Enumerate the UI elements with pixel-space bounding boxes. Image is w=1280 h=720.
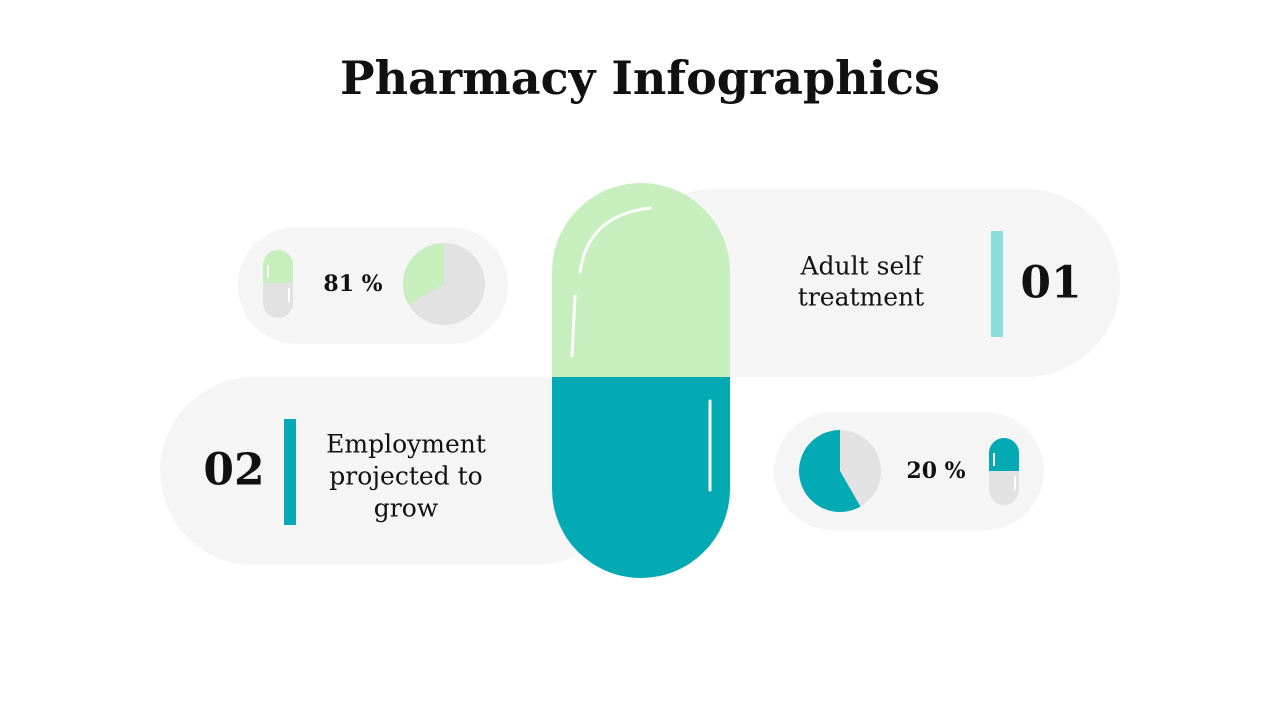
item-label: grow bbox=[374, 494, 439, 523]
mini-capsule-top bbox=[263, 250, 293, 283]
item-label: treatment bbox=[798, 283, 924, 312]
panel-02 bbox=[160, 377, 630, 565]
mini-capsule-top bbox=[989, 438, 1019, 471]
pie-slice bbox=[403, 243, 444, 305]
title: Pharmacy Infographics bbox=[340, 51, 940, 105]
item-label: projected to bbox=[329, 462, 482, 491]
capsule-bottom bbox=[552, 377, 730, 578]
item-label: Adult self bbox=[799, 252, 923, 281]
pie-slice bbox=[798, 430, 861, 512]
accent-bar bbox=[991, 231, 1003, 337]
stat-value: 20 % bbox=[906, 458, 965, 484]
capsule-top bbox=[552, 183, 730, 377]
item-number: 01 bbox=[1020, 258, 1081, 309]
item-number: 02 bbox=[203, 445, 264, 496]
item-label: Employment bbox=[326, 430, 486, 459]
accent-bar bbox=[284, 419, 296, 525]
highlight bbox=[578, 206, 652, 274]
highlight bbox=[570, 294, 577, 358]
stat-value: 81 % bbox=[323, 271, 382, 297]
